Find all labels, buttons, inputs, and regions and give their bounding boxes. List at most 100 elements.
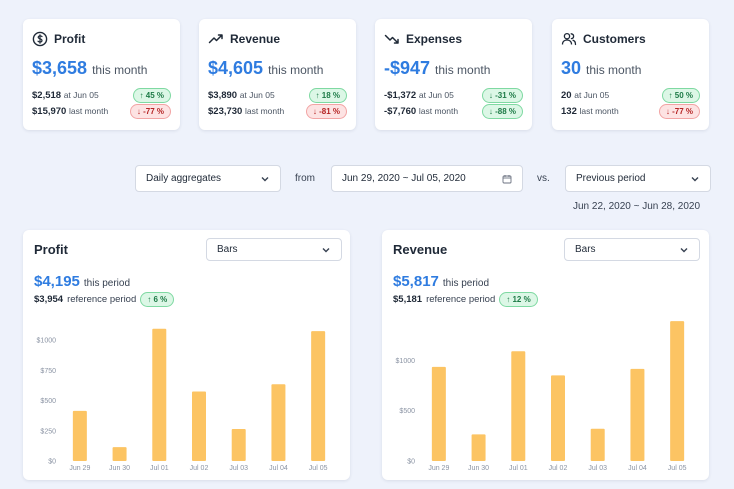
chart-card-profit: Profit Bars $4,195 this period $3,954 re… xyxy=(23,230,350,480)
bar[interactable] xyxy=(152,328,167,461)
kpi-card-revenue: Revenue $4,605 this month $3,890 at Jun … xyxy=(199,19,356,130)
y-tick-label: $500 xyxy=(399,408,415,415)
dollar-circle-icon xyxy=(32,31,48,47)
bar[interactable] xyxy=(630,368,645,461)
x-tick-label: Jul 05 xyxy=(309,465,328,472)
kpi-row2-label: last month xyxy=(418,105,459,116)
kpi-row1-label: at Jun 05 xyxy=(418,89,454,100)
y-tick-label: $1000 xyxy=(396,358,416,365)
kpi-card-profit: Profit $3,658 this month $2,518 at Jun 0… xyxy=(23,19,180,130)
kpi-suffix: this month xyxy=(586,63,642,77)
y-tick-label: $0 xyxy=(48,459,56,466)
chart-mode-select[interactable]: Bars xyxy=(206,238,342,261)
bar[interactable] xyxy=(311,331,326,461)
kpi-row1-value: -$1,372 xyxy=(384,89,417,101)
kpi-row1-badge: ↓ -31 % xyxy=(481,87,523,103)
chart-ref-label: reference period xyxy=(426,294,496,305)
date-range-value: Jun 29, 2020 ~ Jul 05, 2020 xyxy=(342,173,466,184)
y-tick-label: $500 xyxy=(40,398,56,405)
chart-ref-value: $5,181 xyxy=(393,294,423,305)
bar[interactable] xyxy=(551,375,565,461)
bar-chart: $0 $500 $1000 Jun 29 Jun 30 Jul 01 Jul 02 Jul 0… xyxy=(396,321,687,472)
x-tick-label: Jun 30 xyxy=(109,465,130,472)
compare-select-value: Previous period xyxy=(576,173,646,184)
kpi-row1-badge: ↑ 18 % xyxy=(308,87,347,103)
bar[interactable] xyxy=(231,428,246,461)
aggregate-select[interactable]: Daily aggregates xyxy=(135,165,281,192)
x-tick-label: Jul 01 xyxy=(150,465,169,472)
chart-mode-select[interactable]: Bars xyxy=(564,238,700,261)
chart-ref-value: $3,954 xyxy=(34,294,64,305)
chart-mode-value: Bars xyxy=(217,244,238,255)
kpi-value: 30 xyxy=(561,58,582,78)
bar[interactable] xyxy=(192,391,206,461)
kpi-row1-label: at Jun 05 xyxy=(63,89,99,100)
x-tick-label: Jul 03 xyxy=(588,465,607,472)
x-tick-label: Jun 29 xyxy=(69,465,90,472)
chart-period-value: $4,195 xyxy=(34,273,80,290)
bar-chart: $0 $250 $500 $750 $1000 Jun 29 Jun 30 Jul 01 Jul… xyxy=(37,328,328,472)
bar[interactable] xyxy=(511,351,526,461)
y-tick-label: $250 xyxy=(40,428,56,435)
kpi-row2-value: -$7,760 xyxy=(384,105,417,117)
kpi-value: $4,605 xyxy=(208,58,264,78)
kpi-suffix: this month xyxy=(92,63,148,77)
chevron-down-icon xyxy=(261,176,269,181)
kpi-title: Expenses xyxy=(406,32,463,46)
users-icon xyxy=(561,32,577,46)
x-tick-label: Jun 30 xyxy=(468,465,489,472)
x-tick-label: Jul 02 xyxy=(190,465,209,472)
kpi-row2-badge: ↓ -77 % xyxy=(129,103,171,119)
x-tick-label: Jul 04 xyxy=(628,465,647,472)
bar[interactable] xyxy=(670,321,685,461)
chart-mode-value: Bars xyxy=(575,244,596,255)
chart-ref-badge: ↑ 6 % xyxy=(140,292,175,307)
chevron-down-icon xyxy=(680,247,688,252)
bar[interactable] xyxy=(72,410,87,461)
compare-range: Jun 22, 2020 ~ Jun 28, 2020 xyxy=(573,201,701,212)
date-range-picker[interactable]: Jun 29, 2020 ~ Jul 05, 2020 xyxy=(331,165,523,192)
kpi-row2-badge: ↓ -77 % xyxy=(658,103,700,119)
kpi-row2-value: 132 xyxy=(561,105,577,117)
chart-period-value: $5,817 xyxy=(393,273,439,290)
chart-ref-badge: ↑ 12 % xyxy=(499,292,538,307)
chevron-down-icon xyxy=(322,247,330,252)
kpi-value: -$947 xyxy=(384,58,431,78)
aggregate-select-value: Daily aggregates xyxy=(146,173,222,184)
kpi-row2-value: $23,730 xyxy=(208,105,243,117)
kpi-row2-label: last month xyxy=(244,105,285,116)
bar[interactable] xyxy=(112,447,127,461)
bar[interactable] xyxy=(590,428,605,461)
kpi-suffix: this month xyxy=(268,63,324,77)
chart-period-suffix: this period xyxy=(442,278,490,289)
x-tick-label: Jul 05 xyxy=(668,465,687,472)
x-tick-label: Jul 01 xyxy=(509,465,528,472)
chevron-down-icon xyxy=(691,176,699,181)
bar[interactable] xyxy=(431,366,446,461)
bar[interactable] xyxy=(271,384,286,461)
kpi-row1-label: at Jun 05 xyxy=(239,89,275,100)
kpi-row2-label: last month xyxy=(68,105,109,116)
chart-ref-label: reference period xyxy=(67,294,137,305)
calendar-icon xyxy=(502,174,512,183)
kpi-card-customers: Customers 30 this month 20 at Jun 05 ↑ 5… xyxy=(552,19,709,130)
from-label: from xyxy=(295,173,315,184)
chart-card-revenue: Revenue Bars $5,817 this period $5,181 r… xyxy=(382,230,709,480)
bar[interactable] xyxy=(471,434,486,461)
trending-down-icon xyxy=(384,34,399,44)
y-tick-label: $750 xyxy=(40,368,56,375)
x-tick-label: Jul 02 xyxy=(549,465,568,472)
kpi-row2-label: last month xyxy=(579,105,619,116)
kpi-suffix: this month xyxy=(435,63,491,77)
trending-up-icon xyxy=(208,34,223,44)
kpi-title: Profit xyxy=(54,32,86,46)
kpi-row1-value: $3,890 xyxy=(208,89,238,101)
y-tick-label: $1000 xyxy=(37,338,57,345)
compare-select[interactable]: Previous period xyxy=(565,165,711,192)
kpi-row1-label: at Jun 05 xyxy=(574,89,610,100)
vs-label: vs. xyxy=(537,173,550,184)
kpi-row1-badge: ↑ 50 % xyxy=(661,87,700,103)
x-tick-label: Jul 03 xyxy=(229,465,248,472)
kpi-title: Customers xyxy=(583,32,646,46)
chart-title: Profit xyxy=(34,242,68,257)
